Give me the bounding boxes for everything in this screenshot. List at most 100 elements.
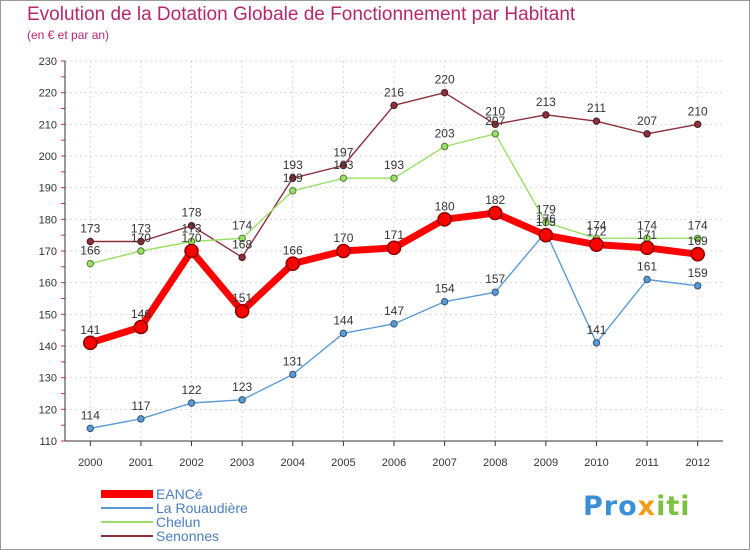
data-point [643, 275, 651, 284]
y-tick-label: 210 [39, 119, 57, 131]
data-point [542, 218, 550, 227]
data-point [693, 120, 702, 129]
data-point [386, 240, 402, 256]
legend-swatch [101, 507, 153, 509]
data-label: 213 [536, 95, 556, 109]
data-label: 193 [333, 158, 353, 172]
data-label: 170 [131, 231, 151, 245]
legend-swatch [101, 521, 153, 523]
y-tick-label: 220 [39, 88, 57, 100]
legend: EANCé La Rouaudière Chelun Senonnes [101, 487, 248, 543]
data-label: 123 [232, 380, 252, 394]
data-label: 151 [232, 291, 252, 305]
legend-label: EANCé [156, 486, 203, 502]
y-tick-label: 130 [39, 373, 57, 385]
data-label: 203 [435, 127, 455, 141]
data-label: 171 [637, 228, 657, 242]
legend-label: La Rouaudière [156, 500, 248, 516]
x-tick-label: 2010 [584, 457, 608, 469]
data-label: 193 [384, 158, 404, 172]
x-tick-label: 2002 [179, 457, 203, 469]
data-label: 179 [536, 203, 556, 217]
legend-item: Chelun [101, 515, 248, 529]
data-point [184, 243, 199, 259]
data-label: 210 [688, 104, 708, 118]
data-label: 168 [232, 237, 252, 251]
data-point [440, 88, 449, 97]
x-tick-label: 2008 [483, 457, 507, 469]
data-label: 216 [384, 85, 404, 99]
data-point [339, 329, 348, 338]
data-label: 178 [182, 206, 202, 220]
legend-swatch [101, 535, 153, 537]
data-point [589, 237, 604, 252]
data-label: 122 [182, 383, 202, 397]
y-tick-label: 170 [39, 246, 57, 258]
chart-title: Evolution de la Dotation Globale de Fonc… [27, 4, 576, 25]
data-label: 174 [232, 218, 252, 232]
data-label: 174 [688, 218, 708, 232]
data-label: 166 [283, 244, 303, 258]
data-label: 175 [536, 215, 556, 229]
data-point [133, 319, 149, 335]
x-tick-label: 2004 [281, 457, 305, 469]
logo-part-3: iti [656, 491, 691, 522]
data-point [339, 174, 348, 182]
data-label: 173 [80, 222, 100, 236]
x-tick-label: 2005 [331, 457, 355, 469]
y-tick-label: 120 [39, 404, 57, 416]
data-point [693, 282, 702, 290]
data-label: 193 [283, 158, 303, 172]
data-point [491, 288, 499, 296]
data-point [285, 256, 301, 271]
data-point [390, 320, 398, 328]
data-label: 170 [333, 231, 353, 245]
legend-label: Senonnes [156, 528, 220, 544]
data-label: 172 [586, 225, 606, 239]
data-point [137, 237, 145, 246]
data-label: 207 [637, 114, 657, 128]
data-point [238, 253, 246, 262]
data-label: 176 [536, 212, 556, 226]
data-label: 117 [131, 399, 150, 413]
x-tick-label: 2009 [534, 457, 558, 469]
logo-part-2: x [637, 491, 657, 522]
legend-item: Senonnes [101, 529, 248, 543]
y-tick-label: 160 [39, 278, 57, 290]
data-point [83, 335, 98, 351]
x-tick-label: 2000 [78, 457, 102, 469]
data-point [86, 237, 95, 246]
data-point [690, 246, 705, 262]
data-label: 211 [587, 101, 606, 115]
x-tick-label: 2007 [432, 457, 456, 469]
data-point [289, 174, 297, 182]
data-label: 144 [333, 313, 353, 327]
data-label: 154 [435, 282, 455, 296]
data-label: 157 [485, 272, 505, 286]
data-point [289, 370, 297, 379]
data-point [542, 111, 550, 119]
y-tick-label: 180 [39, 214, 57, 226]
legend-item: La Rouaudière [101, 501, 248, 515]
data-label: 220 [435, 73, 455, 87]
data-label: 174 [637, 218, 657, 232]
data-point [440, 142, 449, 151]
data-point [289, 187, 297, 195]
data-point [336, 243, 351, 259]
data-label: 174 [586, 218, 606, 232]
data-label: 189 [283, 171, 303, 185]
y-tick-label: 110 [39, 436, 57, 448]
data-point [238, 234, 246, 243]
data-label: 182 [485, 193, 505, 207]
x-tick-label: 2006 [382, 457, 406, 469]
x-tick-label: 2012 [685, 457, 709, 469]
logo-part-1: Pro [583, 491, 638, 522]
data-label: 210 [485, 104, 505, 118]
data-point [487, 205, 503, 221]
data-label: 166 [80, 244, 100, 258]
data-label: 180 [435, 199, 455, 213]
data-point [639, 240, 655, 256]
data-point [187, 399, 196, 407]
data-label: 170 [182, 231, 202, 245]
